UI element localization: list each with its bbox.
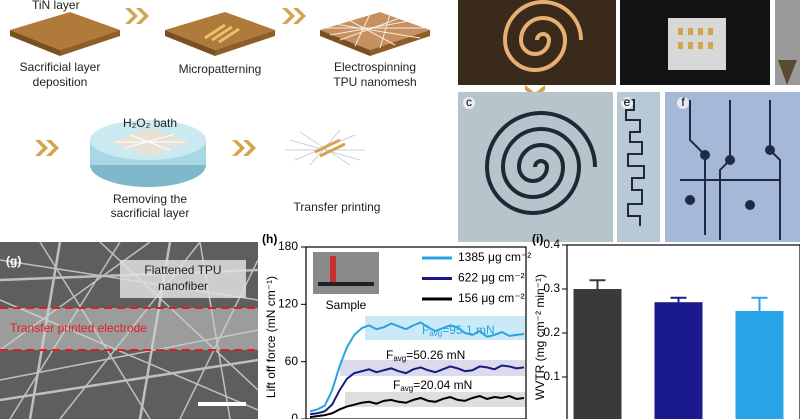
annotation-subscript: avg bbox=[429, 329, 442, 338]
y-tick-label: 0 bbox=[291, 411, 298, 419]
panel-label: e bbox=[624, 95, 631, 109]
sem-annotation: Transfer printed electrode bbox=[10, 321, 147, 335]
bar bbox=[735, 311, 784, 419]
bar bbox=[573, 289, 622, 419]
annotation-text: =20.04 mN bbox=[413, 378, 472, 392]
step-label: TiN layer bbox=[32, 0, 80, 12]
step-label: Sacrificial layer bbox=[20, 60, 101, 74]
annotation-symbol: F bbox=[386, 348, 393, 362]
y-tick-label: 0.3 bbox=[543, 281, 560, 295]
error-bar bbox=[670, 296, 687, 303]
error-bar bbox=[589, 279, 606, 289]
step-label: H₂O₂ bath bbox=[123, 116, 177, 130]
annotation: Favg=50.26 mN bbox=[386, 348, 465, 363]
process-labels: TiN layer Sacrificial layer deposition M… bbox=[20, 0, 417, 220]
bar bbox=[654, 302, 703, 419]
y-axis-label: WVTR (mg cm⁻² min⁻¹) bbox=[533, 274, 547, 400]
y-tick-label: 0.1 bbox=[543, 369, 560, 383]
error-bar bbox=[751, 296, 768, 311]
annotation-symbol: F bbox=[422, 323, 429, 337]
legend-label: 622 μg cm⁻² bbox=[458, 271, 525, 285]
y-tick-label: 0.2 bbox=[543, 325, 560, 339]
panel-label: f bbox=[681, 95, 685, 109]
annotation-text: =50.26 mN bbox=[406, 348, 465, 362]
panel-label: (g) bbox=[6, 254, 21, 268]
step-label: deposition bbox=[33, 75, 88, 89]
inset-label: Sample bbox=[326, 298, 367, 312]
sem-image: (g) Flattened TPU nanofiber Transfer pri… bbox=[0, 241, 259, 419]
legend-label: 156 μg cm⁻² bbox=[458, 291, 525, 305]
y-tick-label: 0.4 bbox=[543, 237, 560, 251]
annotation-subscript: avg bbox=[393, 354, 406, 363]
data-line bbox=[309, 364, 525, 416]
annotation-subscript: avg bbox=[400, 384, 413, 393]
photos bbox=[458, 0, 800, 242]
legend-label: 1385 μg cm⁻² bbox=[458, 250, 531, 264]
data-line bbox=[309, 395, 525, 419]
annotation: Favg=95.1 mN bbox=[422, 323, 495, 338]
sem-annotation: nanofiber bbox=[158, 279, 208, 293]
y-tick-label: 180 bbox=[278, 239, 298, 253]
step-label: Micropatterning bbox=[179, 62, 262, 76]
panel-label: (i) bbox=[532, 232, 543, 246]
y-tick-label: 60 bbox=[285, 354, 299, 368]
panel-label: (h) bbox=[262, 232, 277, 246]
sem-annotation: Flattened TPU bbox=[144, 263, 221, 277]
charts: 0 60 120 180 Lift off force (mN cm⁻¹) (h) 156 … bbox=[262, 232, 800, 419]
annotation: Favg=20.04 mN bbox=[393, 378, 472, 393]
plot-frame bbox=[305, 246, 527, 419]
step-label: Transfer printing bbox=[294, 200, 381, 214]
step-label: Removing the bbox=[113, 192, 187, 206]
y-tick-label: 120 bbox=[278, 297, 298, 311]
annotation-text: =95.1 mN bbox=[442, 323, 494, 337]
process-graphics bbox=[10, 8, 545, 187]
step-label: TPU nanomesh bbox=[333, 75, 416, 89]
step-label: Electrospinning bbox=[334, 60, 416, 74]
step-label: sacrificial layer bbox=[111, 206, 190, 220]
data-line bbox=[309, 321, 525, 413]
y-axis-label: Lift off force (mN cm⁻¹) bbox=[264, 276, 278, 398]
photo-panel-labels: c e f bbox=[463, 95, 689, 109]
annotation-symbol: F bbox=[393, 378, 400, 392]
panel-label: c bbox=[466, 95, 472, 109]
